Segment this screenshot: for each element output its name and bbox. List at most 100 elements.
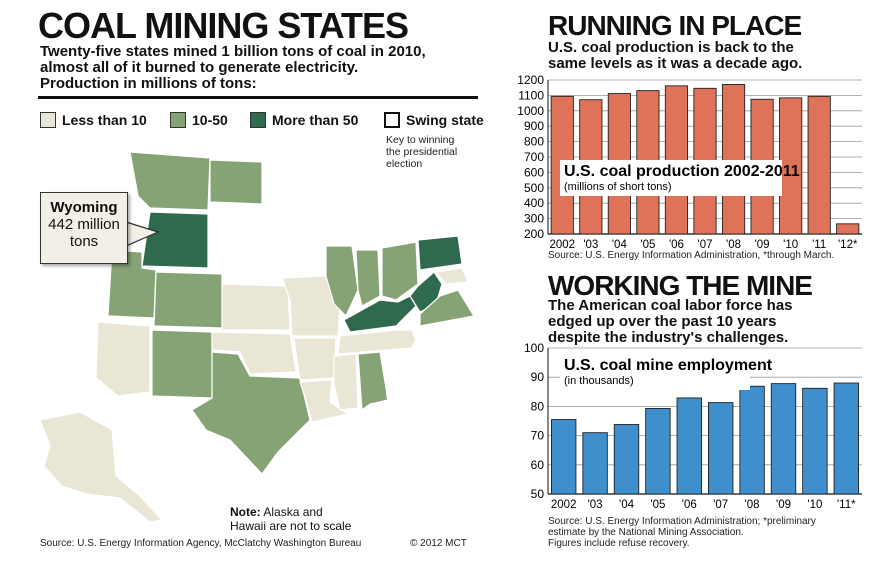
x-tick-label: '03 [588,499,603,511]
bar [676,397,702,495]
employment-subtitle: The American coal labor force has edged … [548,298,868,346]
state-texas [191,351,311,475]
copyright: © 2012 MCT [410,538,467,549]
legend-label: Swing state [406,112,484,128]
map-subtitle-line: Production in millions of tons: [40,75,257,92]
y-tick-label: 60 [531,458,545,472]
state-pennsylvania [417,235,463,271]
state-montana [129,151,211,211]
bar [739,385,765,495]
state-north-dakota [209,159,263,205]
legend-swatch [250,112,266,128]
x-tick-label: '08 [745,499,760,511]
y-tick-label: 80 [531,399,545,413]
state-florida [371,405,447,474]
state-kansas [221,283,291,331]
chart-title: U.S. coal mine employment [564,357,773,374]
x-tick-label: '03 [583,239,598,251]
map-states [39,145,507,523]
state-oklahoma [211,331,297,375]
x-tick-label: '06 [682,499,697,511]
legend-label: 10-50 [192,112,228,128]
note-text: Alaska and [260,505,323,519]
state-wyoming [141,211,209,269]
state-alaska [39,411,164,523]
state-kentucky [343,295,417,333]
legend-item-more-than-50: More than 50 [250,112,358,128]
y-tick-label: 800 [524,135,544,149]
state-wisconsin [299,193,343,241]
production-source: Source: U.S. Energy Information Administ… [548,250,835,261]
state-washington [47,147,121,187]
x-tick-label: '06 [669,239,684,251]
state-michigan [347,195,379,253]
state-maryland [434,267,469,285]
chart-title-group: U.S. coal production 2002-2011(millions … [560,160,800,196]
production-title: RUNNING IN PLACE [548,10,802,41]
map-source: Source: U.S. Energy Information Agency, … [40,538,362,549]
map-title: COAL MINING STATES [38,5,409,46]
map-subtitle-line: Twenty-five states mined 1 billion tons … [40,43,426,60]
x-tick-label: '11* [837,499,856,511]
callout-value-unit: tons [69,233,99,250]
note-bold: Note: [230,505,261,519]
legend-swatch [384,112,400,128]
employment-source-line: Source: U.S. Energy Information Administ… [548,516,816,527]
state-alabama [357,351,389,412]
bar [802,387,828,495]
bar [836,223,860,235]
state-new-hampshire [477,175,491,207]
production-subtitle: U.S. coal production is back to the same… [548,40,868,72]
map-divider [38,96,478,99]
y-tick-label: 200 [524,227,544,241]
employment-source-line: estimate by the National Mining Associat… [548,527,744,538]
legend-label: Less than 10 [62,112,147,128]
state-iowa [265,237,325,277]
y-tick-label: 500 [524,181,544,195]
employment-source-line: Figures include refuse recovery. [548,538,690,549]
employment-title: WORKING THE MINE [548,270,813,301]
state-utah [107,249,157,319]
x-tick-label: '07 [713,499,728,511]
bar [645,407,671,495]
scale-note: Note: Alaska and Hawaii are not to scale [230,505,351,533]
map-subtitle: Twenty-five states mined 1 billion tons … [40,44,500,92]
x-tick-label: '04 [619,499,635,511]
x-tick-label: '10 [783,239,798,251]
y-tick-label: 70 [531,429,545,443]
production-subtitle-line: same levels as it was a decade ago. [548,55,803,72]
swing-note-line: the presidential [386,146,458,158]
note-text-line2: Hawaii are not to scale [230,519,352,533]
x-tick-label: '05 [640,239,655,251]
x-tick-label: '07 [698,239,713,251]
x-tick-label: '11 [812,239,826,251]
y-tick-label: 1200 [517,73,544,87]
y-tick-label: 700 [524,150,544,164]
y-tick-label: 1100 [518,88,544,102]
swing-state-note: Key to winning the presidential election [386,134,457,170]
bar [613,424,640,495]
state-indiana [355,249,381,307]
x-tick-label: '04 [612,239,628,251]
employment-bar-chart: 50 60 70 80 90 100 2002 '03 '04 '05 '06 '07 '08 '09 '1… [524,341,862,511]
map-subtitle-line: almost all of it burned to generate elec… [40,59,359,76]
state-new-mexico [151,329,213,399]
state-south-dakota [209,203,265,249]
employment-subtitle-line: The American coal labor force has [548,297,793,314]
legend-swatch [40,112,56,128]
state-illinois [325,245,359,318]
y-tick-label: 300 [524,212,544,226]
chart-title-background [560,354,750,390]
state-ohio [381,241,419,301]
x-tick-label: '08 [726,239,741,251]
employment-subtitle-line: despite the industry's challenges. [548,329,789,346]
y-tick-label: 90 [531,370,545,384]
employment-subtitle-line: edged up over the past 10 years [548,313,777,330]
swing-note-line: Key to winning [386,134,455,146]
legend-item-less-than-10: Less than 10 [40,112,147,128]
state-arizona [95,321,151,397]
y-tick-label: 100 [524,341,544,355]
us-coal-map [39,145,507,523]
x-tick-label: '10 [807,499,822,511]
